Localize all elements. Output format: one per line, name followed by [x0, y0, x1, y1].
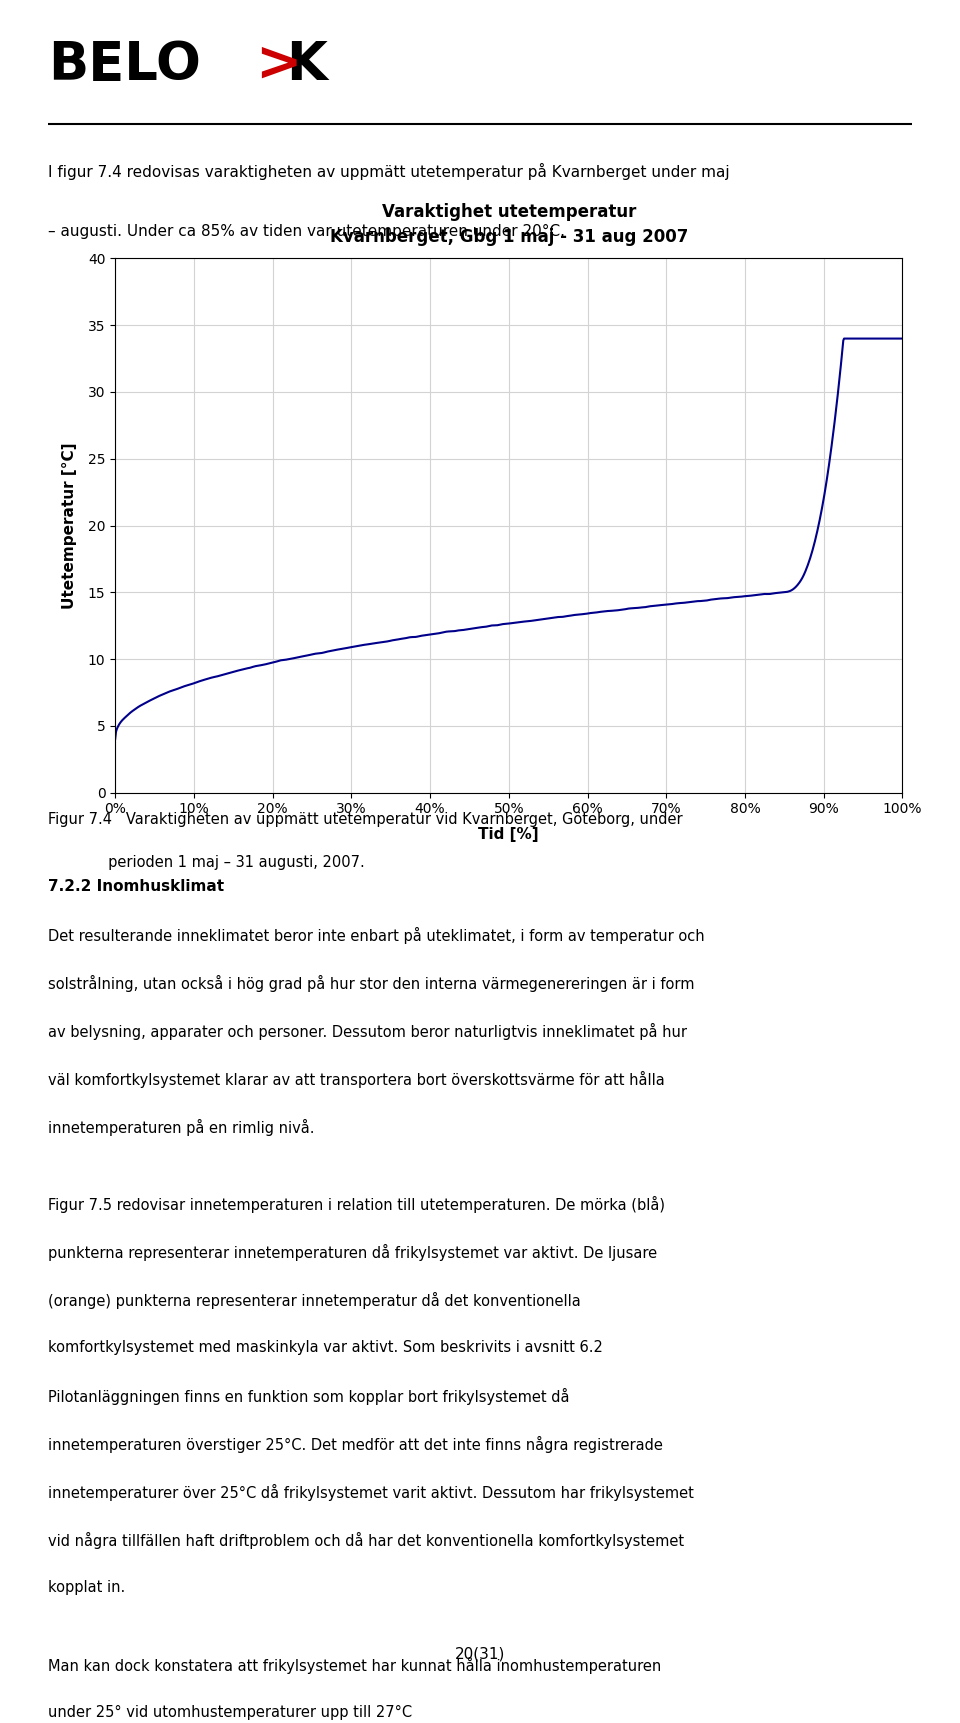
Text: innetemperaturen på en rimlig nivå.: innetemperaturen på en rimlig nivå. [48, 1118, 315, 1135]
Text: BELO: BELO [48, 38, 201, 91]
Text: 7.2.2 Inomhusklimat: 7.2.2 Inomhusklimat [48, 879, 224, 894]
Text: innetemperaturen överstiger 25°C. Det medför att det inte finns några registrera: innetemperaturen överstiger 25°C. Det me… [48, 1435, 662, 1452]
Text: Pilotanläggningen finns en funktion som kopplar bort frikylsystemet då: Pilotanläggningen finns en funktion som … [48, 1389, 569, 1404]
Text: kopplat in.: kopplat in. [48, 1580, 125, 1595]
Text: 20(31): 20(31) [455, 1647, 505, 1661]
Y-axis label: Utetemperatur [°C]: Utetemperatur [°C] [61, 443, 77, 608]
Text: Figur 7.5 redovisar innetemperaturen i relation till utetemperaturen. De mörka (: Figur 7.5 redovisar innetemperaturen i r… [48, 1196, 665, 1213]
Title: Varaktighet utetemperatur
Kvarnberget, Gbg 1 maj - 31 aug 2007: Varaktighet utetemperatur Kvarnberget, G… [329, 203, 688, 246]
Text: Det resulterande inneklimatet beror inte enbart på uteklimatet, i form av temper: Det resulterande inneklimatet beror inte… [48, 927, 705, 944]
Text: solstrålning, utan också i hög grad på hur stor den interna värmegenereringen är: solstrålning, utan också i hög grad på h… [48, 975, 694, 992]
Text: av belysning, apparater och personer. Dessutom beror naturligtvis inneklimatet p: av belysning, apparater och personer. De… [48, 1023, 687, 1041]
Text: Man kan dock konstatera att frikylsystemet har kunnat hålla inomhustemperaturen: Man kan dock konstatera att frikylsystem… [48, 1658, 661, 1675]
Text: (orange) punkterna representerar innetemperatur då det konventionella: (orange) punkterna representerar innetem… [48, 1292, 581, 1309]
Text: K: K [286, 38, 327, 91]
Text: vid några tillfällen haft driftproblem och då har det konventionella komfortkyls: vid några tillfällen haft driftproblem o… [48, 1532, 684, 1549]
Text: väl komfortkylsystemet klarar av att transportera bort överskottsvärme för att h: väl komfortkylsystemet klarar av att tra… [48, 1072, 664, 1087]
Text: – augusti. Under ca 85% av tiden var utetemperaturen under 20°C.: – augusti. Under ca 85% av tiden var ute… [48, 224, 565, 239]
Text: >: > [255, 38, 301, 91]
X-axis label: Tid [%]: Tid [%] [478, 827, 540, 843]
Text: punkterna representerar innetemperaturen då frikylsystemet var aktivt. De ljusar: punkterna representerar innetemperaturen… [48, 1244, 658, 1261]
Text: under 25° vid utomhustemperaturer upp till 27°C: under 25° vid utomhustemperaturer upp ti… [48, 1706, 412, 1720]
Text: komfortkylsystemet med maskinkyla var aktivt. Som beskrivits i avsnitt 6.2: komfortkylsystemet med maskinkyla var ak… [48, 1340, 603, 1354]
Text: perioden 1 maj – 31 augusti, 2007.: perioden 1 maj – 31 augusti, 2007. [48, 855, 365, 870]
Text: Figur 7.4   Varaktigheten av uppmätt utetemperatur vid Kvarnberget, Göteborg, un: Figur 7.4 Varaktigheten av uppmätt utete… [48, 812, 683, 827]
Text: innetemperaturer över 25°C då frikylsystemet varit aktivt. Dessutom har frikylsy: innetemperaturer över 25°C då frikylsyst… [48, 1484, 694, 1501]
Text: I figur 7.4 redovisas varaktigheten av uppmätt utetemperatur på Kvarnberget unde: I figur 7.4 redovisas varaktigheten av u… [48, 164, 730, 179]
